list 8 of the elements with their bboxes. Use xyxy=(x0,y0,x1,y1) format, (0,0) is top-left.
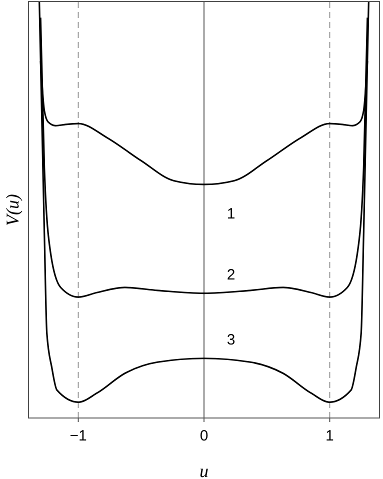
y-axis-title: V(u) xyxy=(2,194,24,226)
series-label: 3 xyxy=(226,331,236,348)
x-tick-label: 0 xyxy=(200,428,208,445)
series-label: 1 xyxy=(226,205,236,222)
x-tick-label: −1 xyxy=(70,428,87,445)
series-label: 2 xyxy=(226,266,236,284)
x-axis-title: u xyxy=(200,461,208,479)
x-tick-label: 1 xyxy=(326,428,334,445)
